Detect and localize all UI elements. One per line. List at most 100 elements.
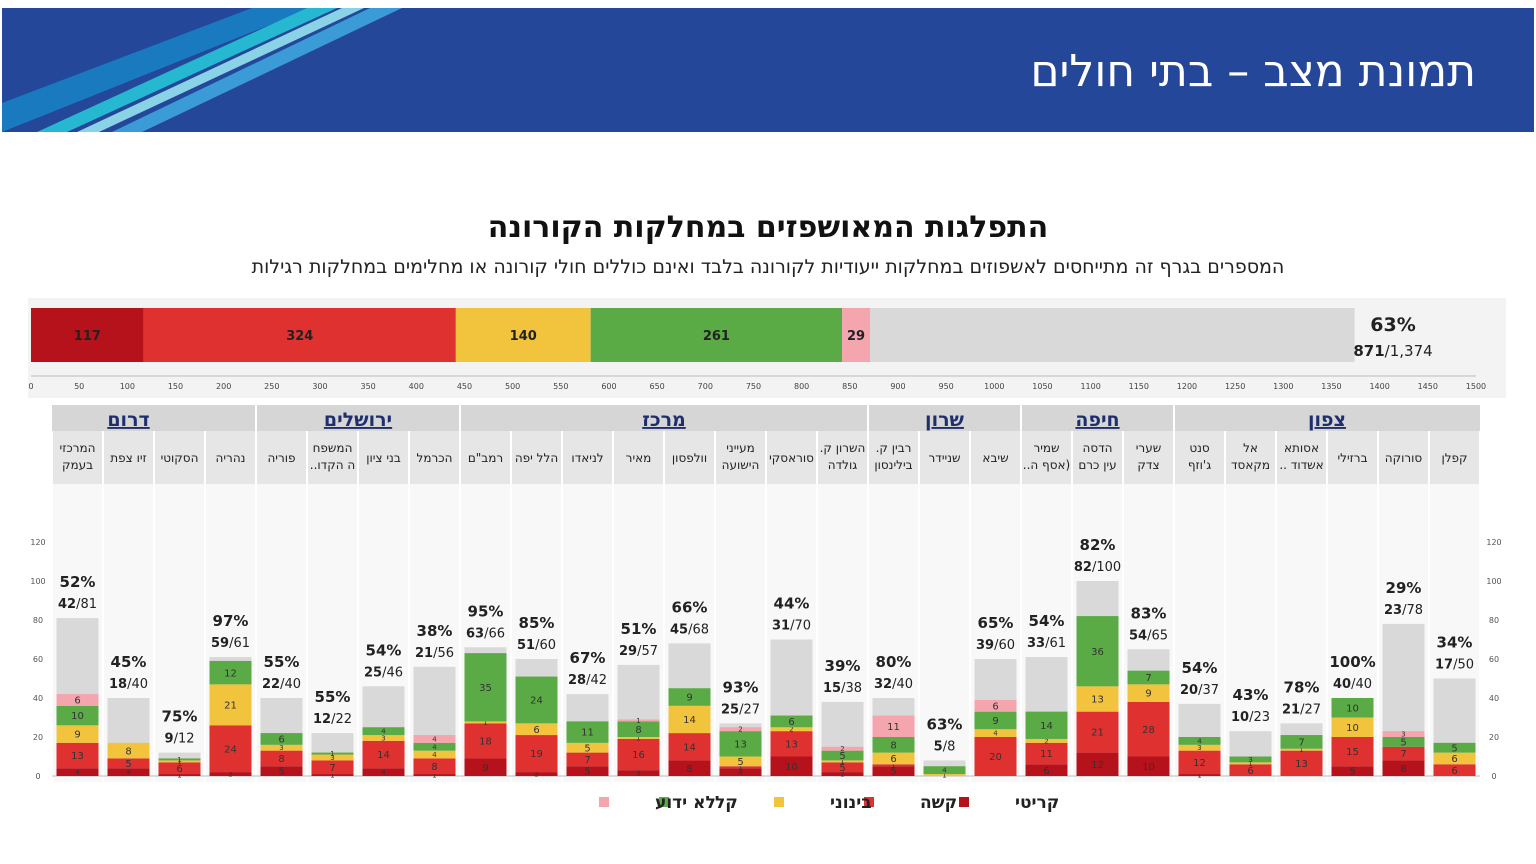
bar-segment-value: 10: [1346, 703, 1359, 714]
bar-segment-value: 3: [381, 734, 385, 742]
bar-segment-severe: [362, 740, 405, 769]
summary-axis-tick: 950: [938, 382, 953, 391]
page-title: תמונת מצב – בתי חולים: [1030, 46, 1476, 97]
bar-segment-mild: [56, 705, 99, 726]
bar-segment-value: 6: [1451, 766, 1457, 777]
bar-segment-value: 5: [125, 759, 131, 770]
bar-segment-value: 5: [584, 743, 590, 754]
chart-title: התפלגות המאושפזים במחלקות הקורונה: [487, 210, 1049, 245]
hospital-percent-label: 55%: [264, 653, 300, 671]
hospital-percent-label: 67%: [570, 649, 606, 667]
hospital-percent-label: 43%: [1233, 686, 1269, 704]
bar-segment-severe: [515, 735, 558, 773]
summary-axis-tick: 1050: [1032, 382, 1052, 391]
bar-segment-mild: [770, 715, 813, 728]
bar-segment-severe: [1382, 746, 1425, 761]
legend-swatch-mild: [659, 797, 669, 807]
bar-segment-critical: [821, 772, 864, 776]
bar-segment-mild: [209, 660, 252, 685]
region-header-band: [52, 405, 1480, 431]
bar-segment-value: 1: [891, 762, 895, 770]
bar-segment-value: 3: [279, 744, 283, 752]
hospital-percent-label: 34%: [1437, 634, 1473, 652]
bar-segment-unknown: [974, 699, 1017, 712]
bar-segment-mild: [566, 721, 609, 743]
chart-subtitle: המספרים בגרף זה מתייחסים לאשפוזים במחלקו…: [251, 256, 1285, 278]
bar-segment-severe: [1331, 737, 1374, 767]
summary-axis-tick: 200: [216, 382, 231, 391]
region-label: מרכז: [642, 409, 686, 431]
summary-axis-tick: 900: [890, 382, 905, 391]
legend-label-unknown: לא ידוע: [655, 793, 716, 813]
bar-segment-moderate: [821, 760, 864, 763]
bar-segment-value: 1: [1299, 746, 1303, 754]
bar-segment-mild: [821, 750, 864, 761]
bar-segment-mild: [158, 758, 201, 761]
bar-segment-severe: [1280, 750, 1323, 776]
summary-axis-tick: 1400: [1369, 382, 1389, 391]
summary-segment-mild: [590, 308, 843, 362]
bar-segment-value: 21: [224, 700, 237, 711]
bar-segment-moderate: [56, 725, 99, 743]
bar-segment-value: 2: [789, 726, 793, 734]
bar-segment-moderate: [464, 721, 507, 724]
bar-segment-value: 1: [636, 734, 640, 742]
summary-segment-moderate: [455, 308, 591, 362]
bar-segment-mild: [515, 676, 558, 724]
bar-segment-value: 4: [432, 743, 437, 751]
bar-segment-severe: [209, 725, 252, 773]
bar-segment-value: 12: [1091, 760, 1104, 771]
bar-segment-value: 9: [482, 763, 488, 774]
bar-segment-value: 7: [1145, 673, 1151, 684]
legend-swatch-severe: [864, 797, 874, 807]
bar-segment-value: 8: [686, 764, 692, 775]
bar-segment-moderate: [158, 760, 201, 763]
summary-segment-label-moderate: 140: [510, 329, 537, 344]
legend-swatch-critical: [959, 797, 969, 807]
hospital-name: שיבא: [982, 451, 1008, 465]
bar-segment-value: 4: [738, 769, 743, 777]
bar-segment-value: 4: [381, 728, 386, 736]
hospital-name: שניידר: [929, 451, 961, 465]
bar-segment-mild: [668, 688, 711, 706]
hospital-name: הישועה: [722, 458, 760, 472]
bar-segment-value: 13: [1091, 695, 1104, 706]
legend-label-mild: קל: [715, 793, 738, 813]
hospital-ratio-label: 31/70: [772, 619, 811, 634]
bar-segment-value: 1: [330, 772, 334, 780]
bar-segment-mild: [362, 727, 405, 736]
legend-swatch-unknown: [599, 797, 609, 807]
hospital-percent-label: 97%: [213, 612, 249, 630]
bar-segment-value: 11: [887, 722, 900, 733]
hospital-percent-label: 100%: [1329, 653, 1375, 671]
summary-axis-tick: 0: [28, 382, 33, 391]
bar-segment-moderate: [1280, 748, 1323, 751]
bar-segment-severe: [974, 737, 1017, 776]
region-label: שרון: [925, 409, 964, 431]
hospital-ratio-label: 45/68: [670, 622, 709, 637]
bar-segment-mild: [260, 733, 303, 745]
summary-segment-label-mild: 261: [703, 329, 730, 344]
hospital-name: סורוקה: [1385, 451, 1423, 465]
y-axis-tick-left: 60: [33, 655, 43, 664]
summary-segment-unknown: [842, 308, 871, 362]
hospital-ratio-label: 5/8: [934, 739, 956, 754]
y-axis-tick-right: 120: [1486, 538, 1501, 547]
bar-segment-mild: [617, 721, 660, 737]
bar-segment-unknown: [1382, 731, 1425, 737]
bar-segment-value: 9: [74, 730, 80, 741]
bar-segment-value: 35: [479, 683, 492, 694]
bar-segment-critical: [209, 772, 252, 776]
bar-segment-severe: [311, 760, 354, 775]
bar-segment-severe: [107, 758, 150, 769]
bar-segment-moderate: [413, 750, 456, 759]
bar-segment-value: 19: [530, 749, 543, 760]
bar-segment-value: 10: [1142, 762, 1155, 773]
bar-segment-value: 7: [1400, 749, 1406, 760]
bar-segment-value: 9: [1145, 689, 1151, 700]
summary-axis-tick: 800: [794, 382, 809, 391]
hospital-name: זיו צפת: [110, 451, 146, 465]
bar-segment-value: 4: [75, 769, 80, 777]
bar-segment-value: 4: [126, 769, 131, 777]
summary-axis-tick: 300: [312, 382, 327, 391]
